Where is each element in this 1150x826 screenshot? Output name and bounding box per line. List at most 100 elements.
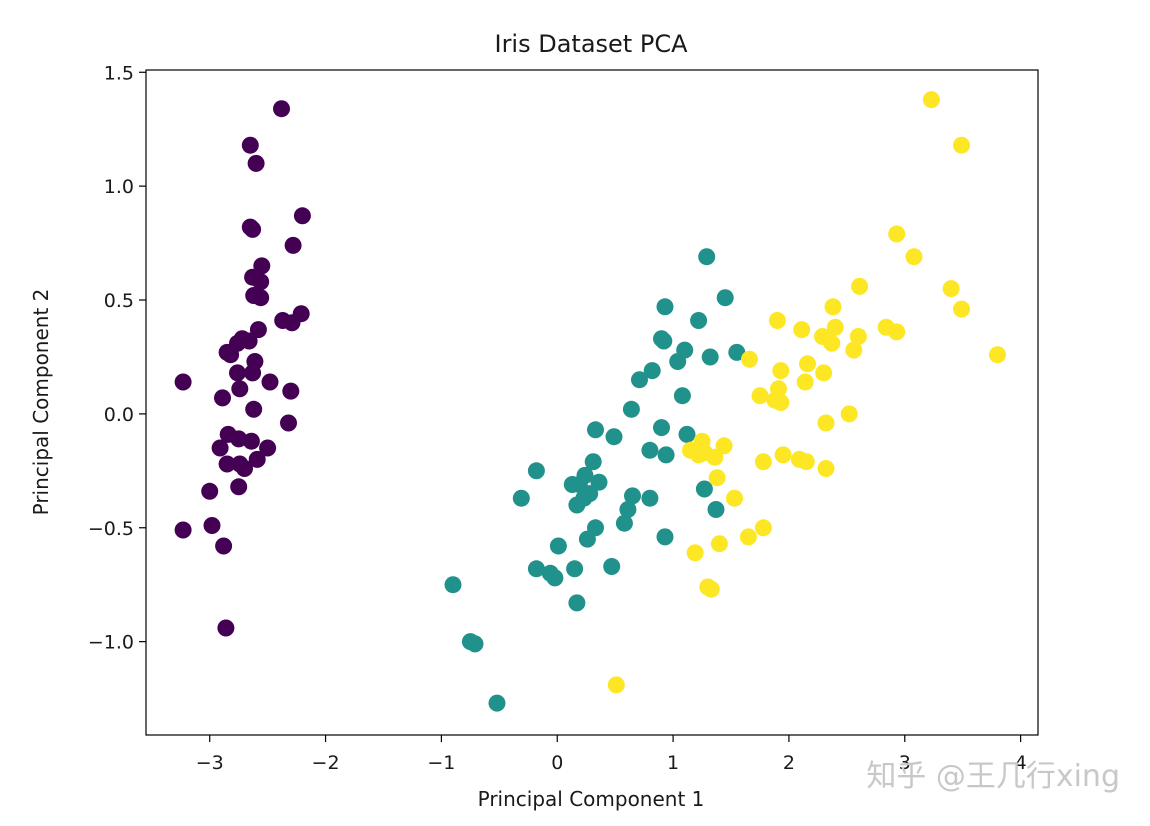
data-point [826, 318, 844, 336]
data-point [549, 537, 567, 555]
data-point [466, 635, 484, 653]
data-point [615, 514, 633, 532]
data-point [888, 225, 906, 243]
data-point [244, 220, 262, 238]
data-point [568, 594, 586, 612]
data-point [245, 400, 263, 418]
data-point [796, 373, 814, 391]
data-point [953, 136, 970, 154]
data-point [817, 414, 835, 432]
data-points [174, 91, 1006, 712]
data-point [698, 248, 716, 266]
data-point [772, 362, 790, 380]
data-point [203, 517, 221, 534]
data-point [669, 353, 687, 370]
data-point [248, 450, 266, 468]
data-point [701, 348, 719, 366]
data-point [656, 298, 674, 316]
data-point [284, 236, 302, 254]
data-point [488, 694, 506, 712]
data-point [201, 482, 219, 500]
data-point [527, 462, 545, 480]
data-point [546, 569, 564, 587]
data-point [845, 341, 863, 359]
data-point [230, 430, 248, 448]
data-point [261, 373, 279, 391]
data-point [619, 501, 637, 518]
data-point [653, 419, 670, 437]
plot-frame [145, 69, 1039, 736]
data-point [989, 346, 1006, 364]
data-point [851, 277, 869, 295]
data-point [728, 343, 746, 361]
data-point [656, 528, 674, 546]
data-point [215, 537, 233, 555]
data-point [922, 91, 940, 109]
data-point [797, 453, 815, 471]
y-tick-label: 0.0 [104, 404, 134, 426]
data-point [244, 364, 262, 382]
data-point [587, 421, 604, 439]
data-point [229, 364, 246, 382]
data-point [768, 312, 786, 329]
data-point [231, 380, 249, 398]
data-point [715, 437, 733, 455]
data-point [222, 346, 240, 364]
data-point [706, 448, 724, 466]
data-point [953, 300, 970, 318]
data-point [641, 489, 659, 507]
x-tick-label: 3 [899, 752, 911, 774]
data-point [174, 521, 192, 539]
data-point [242, 432, 260, 450]
x-tick-label: 1 [667, 752, 679, 774]
data-point [624, 487, 641, 505]
data-point [849, 328, 867, 345]
x-tick-label: −1 [427, 752, 455, 774]
data-point [793, 321, 811, 339]
data-point [211, 439, 229, 457]
data-point [686, 544, 704, 562]
data-point [274, 312, 292, 329]
data-point [657, 446, 675, 464]
x-axis-ticks: −3 −2 −1 0 1 2 3 4 [196, 735, 1027, 774]
data-point [673, 387, 691, 405]
y-tick-label: −1.0 [88, 632, 134, 654]
data-point [247, 154, 265, 172]
y-tick-label: 1.5 [104, 62, 134, 84]
data-point [823, 334, 841, 352]
y-tick-label: 1.0 [104, 176, 134, 198]
data-point [678, 425, 696, 443]
data-point [643, 362, 661, 380]
data-point [236, 460, 253, 477]
data-point [707, 501, 725, 518]
data-point [230, 478, 248, 496]
data-point [726, 489, 743, 507]
data-point [754, 519, 772, 537]
data-point [942, 280, 960, 298]
data-point [815, 364, 833, 382]
data-point [512, 489, 530, 507]
data-point [444, 576, 462, 594]
data-point [217, 619, 235, 637]
chart-title: Iris Dataset PCA [494, 30, 688, 58]
data-point [259, 439, 277, 457]
data-point [751, 387, 769, 405]
x-tick-label: −3 [196, 752, 224, 774]
data-point [282, 382, 300, 400]
y-tick-label: −0.5 [88, 518, 134, 540]
data-point [739, 528, 757, 546]
data-point [702, 580, 720, 598]
data-point [710, 535, 728, 553]
data-point [603, 558, 621, 575]
x-tick-label: 4 [1015, 752, 1027, 774]
x-tick-label: 2 [783, 752, 795, 774]
data-point [799, 355, 816, 373]
data-point [888, 323, 906, 341]
data-point [280, 414, 297, 432]
data-point [622, 400, 640, 418]
data-point [641, 441, 659, 459]
x-axis-label: Principal Component 1 [478, 787, 705, 811]
y-axis-label: Principal Component 2 [29, 289, 53, 516]
data-point [241, 136, 259, 154]
data-point [253, 257, 271, 275]
